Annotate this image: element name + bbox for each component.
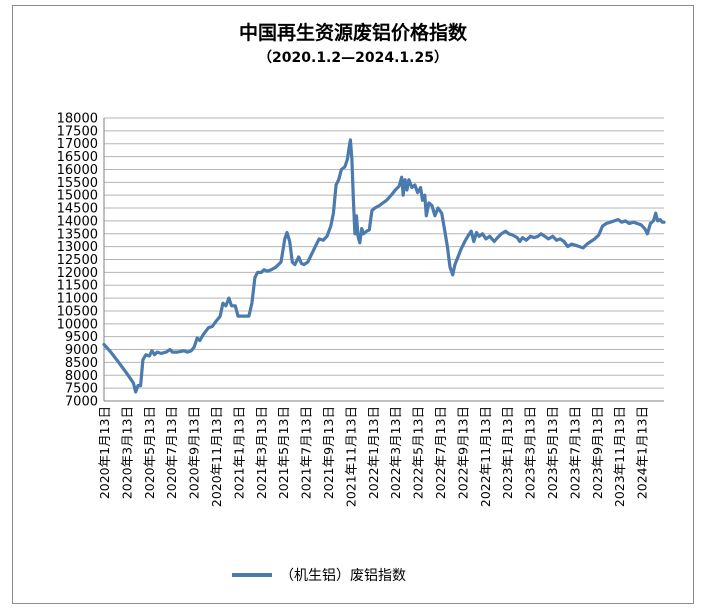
chart-frame	[12, 5, 694, 604]
y-tick-label: 14500	[57, 202, 98, 217]
x-tick-label: 2022年3月13日	[388, 406, 403, 499]
y-tick-label: 7500	[65, 382, 98, 397]
x-tick-label: 2022年9月13日	[455, 406, 470, 499]
y-tick-label: 17000	[57, 137, 98, 152]
legend-label: （机生铝）废铝指数	[280, 568, 406, 584]
chart-title: 中国再生资源废铝价格指数	[238, 22, 467, 44]
x-tick-label: 2022年11月13日	[478, 406, 493, 507]
y-tick-label: 10000	[57, 317, 98, 332]
x-tick-label: 2021年1月13日	[231, 406, 246, 499]
x-tick-label: 2021年3月13日	[254, 406, 269, 499]
y-tick-label: 7000	[65, 395, 98, 410]
y-tick-label: 13500	[57, 227, 98, 242]
y-tick-label: 12500	[57, 253, 98, 268]
x-tick-label: 2023年1月13日	[500, 406, 515, 499]
y-tick-label: 8000	[65, 369, 98, 384]
series-line	[102, 138, 666, 394]
x-tick-label: 2022年1月13日	[366, 406, 381, 499]
x-tick-label: 2020年7月13日	[164, 406, 179, 499]
x-tick-label: 2023年3月13日	[523, 406, 538, 499]
x-tick-label: 2022年7月13日	[433, 406, 448, 499]
x-tick-label: 2022年5月13日	[411, 406, 426, 499]
legend-line-swatch	[232, 573, 272, 577]
legend: （机生铝）废铝指数	[232, 564, 406, 586]
y-tick-label: 15000	[57, 189, 98, 204]
x-tick-label: 2023年11月13日	[612, 406, 627, 507]
y-tick-label: 17500	[57, 124, 98, 139]
x-tick-label: 2023年7月13日	[567, 406, 582, 499]
x-tick-label: 2021年7月13日	[299, 406, 314, 499]
x-tick-label: 2020年11月13日	[209, 406, 224, 507]
y-tick-label: 11000	[57, 292, 98, 307]
y-tick-label: 9500	[65, 330, 98, 345]
y-tick-label: 18000	[57, 112, 98, 127]
y-tick-label: 8500	[65, 356, 98, 371]
y-tick-label: 16000	[57, 163, 98, 178]
chart-subtitle: （2020.1.2—2024.1.25）	[258, 50, 448, 66]
x-tick-label: 2020年5月13日	[142, 406, 157, 499]
x-tick-label: 2020年9月13日	[187, 406, 202, 499]
y-tick-label: 16500	[57, 150, 98, 165]
x-tick-label: 2021年5月13日	[276, 406, 291, 499]
y-tick-label: 10500	[57, 304, 98, 319]
x-tick-label: 2024年1月13日	[635, 406, 650, 499]
y-tick-label: 9000	[65, 343, 98, 358]
x-tick-label: 2021年9月13日	[321, 406, 336, 499]
y-tick-label: 15500	[57, 176, 98, 191]
y-tick-label: 14000	[57, 214, 98, 229]
x-tick-label: 2020年1月13日	[97, 406, 112, 499]
x-tick-label: 2021年11月13日	[343, 406, 358, 507]
x-tick-label: 2023年5月13日	[545, 406, 560, 499]
y-tick-label: 13000	[57, 240, 98, 255]
x-tick-label: 2023年9月13日	[590, 406, 605, 499]
y-tick-label: 12000	[57, 266, 98, 281]
x-tick-label: 2020年3月13日	[119, 406, 134, 499]
y-tick-label: 11500	[57, 279, 98, 294]
